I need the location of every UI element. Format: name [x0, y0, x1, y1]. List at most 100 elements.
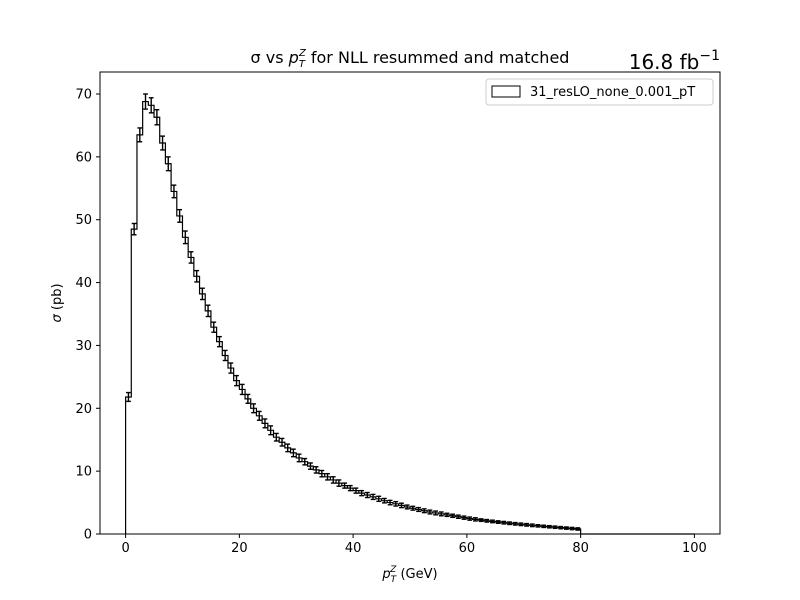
- histogram-bin-21: [245, 393, 251, 404]
- histogram-bin-72: [535, 523, 541, 528]
- histogram-bin-77: [564, 526, 569, 530]
- histogram-bin-5: [154, 109, 160, 126]
- histogram-bin-54: [433, 510, 438, 516]
- luminosity-label: 16.8 fb−1: [629, 48, 720, 74]
- legend-label: 31_resLO_none_0.001_pT: [530, 85, 695, 100]
- histogram-bin-46: [387, 499, 393, 506]
- histogram-bin-8: [171, 184, 177, 199]
- histogram-bin-59: [461, 515, 467, 520]
- histogram-bin-15: [211, 321, 217, 333]
- histogram-bin-1: [131, 222, 137, 236]
- y-tick-label: 70: [75, 88, 92, 103]
- histogram-bin-6: [160, 135, 165, 151]
- histogram-bin-43: [370, 493, 376, 501]
- ylabel-symbol: σ: [50, 314, 65, 323]
- y-tick-label: 60: [75, 150, 92, 165]
- luminosity-value: 16.8 fb: [629, 50, 700, 74]
- histogram-bin-63: [484, 518, 490, 523]
- histogram-bin-3: [143, 93, 148, 110]
- histogram-bin-75: [552, 525, 558, 530]
- chart-title: σ vs pTZ for NLL resummed and matched: [251, 48, 570, 70]
- x-tick-label: 20: [231, 541, 248, 556]
- histogram-bin-14: [205, 304, 211, 318]
- histogram-bin-36: [330, 476, 336, 484]
- histogram-bin-0: [126, 391, 131, 403]
- histogram-bin-51: [416, 506, 421, 513]
- histogram-bin-23: [256, 410, 262, 421]
- legend-frame: [485, 78, 714, 106]
- histogram-bin-76: [558, 525, 564, 530]
- y-tick-label: 40: [75, 276, 92, 291]
- histogram-bin-13: [199, 287, 205, 301]
- histogram-bin-47: [393, 500, 399, 507]
- histogram-bin-65: [495, 520, 501, 525]
- x-axis-label: pTZ (GeV): [381, 565, 437, 585]
- plot-area-frame: [99, 71, 721, 535]
- histogram-bin-53: [427, 509, 433, 515]
- histogram-bin-22: [251, 403, 256, 414]
- histogram-bin-10: [182, 230, 188, 245]
- histogram-bin-29: [290, 448, 296, 458]
- histogram-bin-19: [234, 374, 239, 387]
- histogram-bin-7: [165, 156, 171, 172]
- histogram-bin-55: [438, 511, 444, 517]
- histogram-bin-25: [268, 425, 274, 436]
- histogram-bin-79: [575, 527, 581, 531]
- title-sup: Z: [298, 48, 307, 59]
- histogram-bin-16: [217, 335, 222, 348]
- xlabel-sub: T: [391, 575, 398, 585]
- x-ticks: 0 20 40 60 80 100: [121, 534, 707, 556]
- histogram-bin-2: [137, 127, 143, 143]
- histogram-bin-49: [404, 504, 410, 510]
- y-ticks: 0 10 20 30 40 50 60 70: [75, 88, 100, 543]
- x-tick-label: 0: [121, 541, 129, 556]
- x-tick-label: 60: [459, 541, 476, 556]
- histogram-bin-52: [421, 508, 427, 514]
- title-sub: T: [299, 59, 306, 70]
- histogram-bin-32: [308, 462, 313, 470]
- xlabel-var: p: [381, 567, 390, 582]
- histogram-bin-74: [546, 524, 552, 529]
- histogram-bin-78: [569, 526, 575, 531]
- histogram-bin-39: [347, 484, 353, 492]
- histogram-bin-27: [279, 437, 285, 447]
- histogram-bin-20: [239, 383, 245, 396]
- histogram-bin-41: [359, 489, 365, 497]
- histogram-bin-30: [296, 453, 302, 463]
- title-var: p: [288, 48, 299, 67]
- histogram-bin-33: [313, 466, 319, 474]
- histogram-bin-31: [302, 457, 308, 466]
- histogram-bin-24: [262, 418, 268, 429]
- histogram-bin-66: [501, 520, 507, 525]
- histogram-bin-4: [148, 97, 154, 114]
- x-tick-label: 80: [572, 541, 589, 556]
- histogram-bin-26: [273, 432, 279, 442]
- histogram-bin-50: [410, 505, 416, 511]
- histogram-bin-64: [490, 519, 495, 524]
- y-tick-label: 0: [84, 528, 92, 543]
- histogram-bin-9: [177, 208, 183, 223]
- histogram-bin-73: [541, 524, 547, 529]
- histogram-bin-35: [325, 472, 330, 481]
- histogram-bin-11: [188, 251, 194, 264]
- histogram-bin-17: [222, 349, 228, 362]
- histogram-bin-58: [455, 514, 461, 519]
- xlabel-sup: Z: [389, 565, 397, 575]
- y-axis-label: σ (pb): [50, 283, 65, 322]
- histogram-bin-18: [228, 362, 234, 374]
- histogram-bin-34: [319, 469, 325, 478]
- histogram-bin-60: [467, 516, 473, 521]
- histogram-bin-28: [285, 443, 291, 453]
- histogram-bin-44: [376, 495, 382, 503]
- title-prefix: σ vs: [251, 48, 289, 67]
- y-tick-label: 20: [75, 402, 92, 417]
- x-tick-label: 100: [682, 541, 707, 556]
- histogram-bin-68: [512, 521, 518, 526]
- title-suffix: for NLL resummed and matched: [306, 48, 570, 67]
- legend: 31_resLO_none_0.001_pT: [485, 78, 714, 106]
- histogram-bin-61: [473, 517, 478, 522]
- histogram-bin-71: [529, 523, 535, 528]
- histogram-bin-57: [450, 513, 456, 519]
- histogram-bin-62: [478, 518, 484, 523]
